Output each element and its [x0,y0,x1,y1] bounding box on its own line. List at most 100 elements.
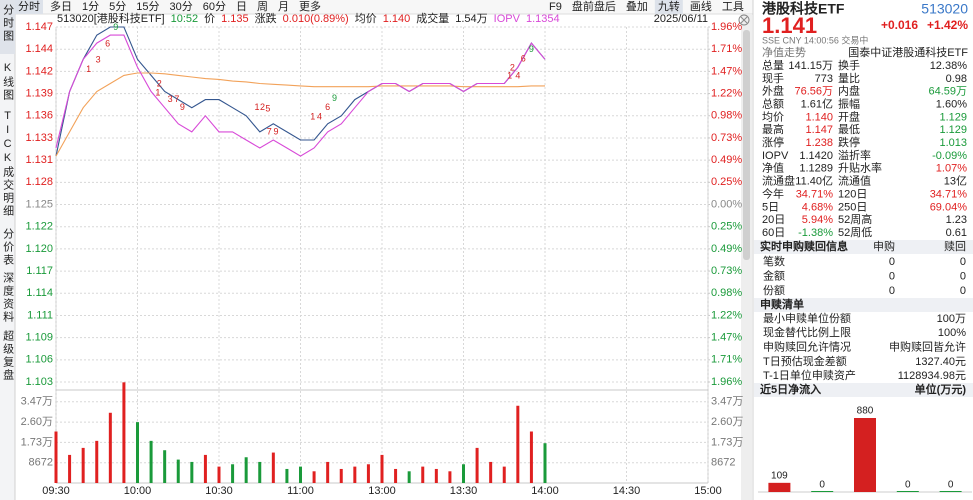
toolbar-item[interactable]: 15分 [136,0,159,13]
y2-tick-label: 0.73% [711,132,742,144]
list-label: T-1日单位申赎资产 [763,368,856,382]
volume-bar [108,412,112,483]
toolbar-item[interactable]: 1分 [82,0,99,13]
toolbar-item[interactable]: 分时 [18,0,40,13]
stat-label: 流通值 [838,174,871,188]
stat-label: 内盘 [838,84,860,98]
volume-bar [394,468,398,483]
nav-link[interactable]: 净值走势 [762,45,806,59]
info-item: 均价 [355,12,377,25]
volume-bar [136,422,139,483]
annotation: 4 [317,112,322,122]
y-tick-label: 1.109 [25,332,53,344]
side-tab[interactable]: 超级复盘 [2,329,15,382]
annotation: 6 [105,38,110,48]
stat-label: 52周低 [838,226,872,239]
stat-value: 1.129 [939,111,967,123]
table-header: 赎回 [944,239,966,253]
volume-bar [190,461,194,483]
stat-value: 1.013 [939,137,967,149]
vol-tick-label: 1.73万 [21,436,53,448]
y2-tick-label: 1.47% [711,332,742,344]
x-tick-label: 10:30 [205,485,233,497]
annotation: 9 [332,93,337,103]
volume-bar [421,466,425,483]
volume-bar [285,468,289,483]
y-tick-label: 1.106 [25,354,53,366]
flow-label: 0 [948,480,954,491]
toolbar-item[interactable]: 盘前盘后 [572,0,616,13]
side-tab[interactable]: 分价表 [2,228,15,267]
info-item: 涨跌 [255,11,277,25]
scroll-handle[interactable] [743,30,750,260]
toolbar-item[interactable]: 5分 [109,0,126,13]
quote-change: +0.016 [881,18,918,32]
toolbar-item[interactable]: 叠加 [626,0,648,13]
side-tab[interactable]: 深度资料 [2,272,15,324]
vol-tick-label: 2.60万 [711,416,743,428]
stat-value: 5.94% [802,214,833,226]
side-tab[interactable]: 成交明细 [2,166,15,218]
y2-tick-label: 0.00% [711,198,742,210]
side-tab[interactable]: TICK [2,110,14,166]
table-header: 申购 [873,239,895,253]
volume-bar [163,450,167,483]
y2-tick-label: 0.49% [711,243,742,255]
y-tick-label: 1.114 [26,287,53,299]
y2-tick-label: 0.49% [711,154,742,166]
volume-bar [380,454,384,483]
flow-bar [854,418,876,492]
toolbar-item[interactable]: 月 [278,1,289,13]
volume-bar [203,454,207,483]
toolbar-item[interactable]: 30分 [170,0,193,13]
toolbar-item[interactable]: F9 [549,1,562,13]
toolbar-item[interactable]: 更多 [299,0,321,13]
stat-value: 1.1289 [799,163,833,175]
toolbar-item[interactable]: 画线 [690,0,712,13]
quote-code: 513020 [921,1,968,17]
toolbar-bg [15,0,753,14]
y2-tick-label: 0.98% [711,110,742,122]
table-header-bg [754,240,973,254]
stat-value: 12.38% [930,60,968,72]
y-tick-label: 1.117 [26,265,53,277]
side-tab[interactable]: 分时图 [2,4,15,43]
y2-tick-label: 1.22% [711,87,742,99]
volume-bar [475,447,479,483]
info-item: 1.140 [383,13,411,25]
vol-tick-label: 8672 [29,457,53,469]
stat-label: IOPV [762,150,789,162]
toolbar-item[interactable]: 周 [257,0,268,13]
flow-header-bg [754,383,973,397]
list-label: 申购赎回允许情况 [763,340,851,354]
annotation: 2 [510,63,515,73]
vol-tick-label: 1.73万 [711,436,743,448]
info-item: IOPV [494,13,521,25]
stat-value: 0.98 [946,73,967,85]
stat-value: 1.07% [936,163,967,175]
side-tab[interactable]: K线图 [2,62,15,102]
stat-label: 5日 [762,201,779,213]
stat-label: 现手 [762,71,784,85]
volume-bar [366,464,370,483]
table-cell: 0 [960,285,966,297]
toolbar-item[interactable]: 60分 [203,0,226,13]
flow-bar [896,491,919,492]
annotation: 5 [265,104,270,114]
y2-tick-label: 1.47% [711,65,742,77]
stat-label: 升贴水率 [838,161,882,175]
table-cell: 0 [889,270,895,282]
toolbar-item[interactable]: 多日 [50,0,72,13]
vol-tick-label: 2.60万 [21,416,53,428]
stat-label: 250日 [838,201,867,213]
toolbar-item[interactable]: 工具 [722,0,744,13]
toolbar-item[interactable]: 九转 [658,0,680,13]
x-tick-label: 11:00 [287,485,314,497]
stat-value: -0.09% [932,150,967,162]
y-tick-label: 1.139 [25,87,53,99]
close-icon[interactable] [738,14,750,26]
annotation: 1 [86,64,91,74]
toolbar-item[interactable]: 日 [236,1,247,13]
toolbar-active [15,0,43,14]
stat-label: 总额 [762,96,784,110]
